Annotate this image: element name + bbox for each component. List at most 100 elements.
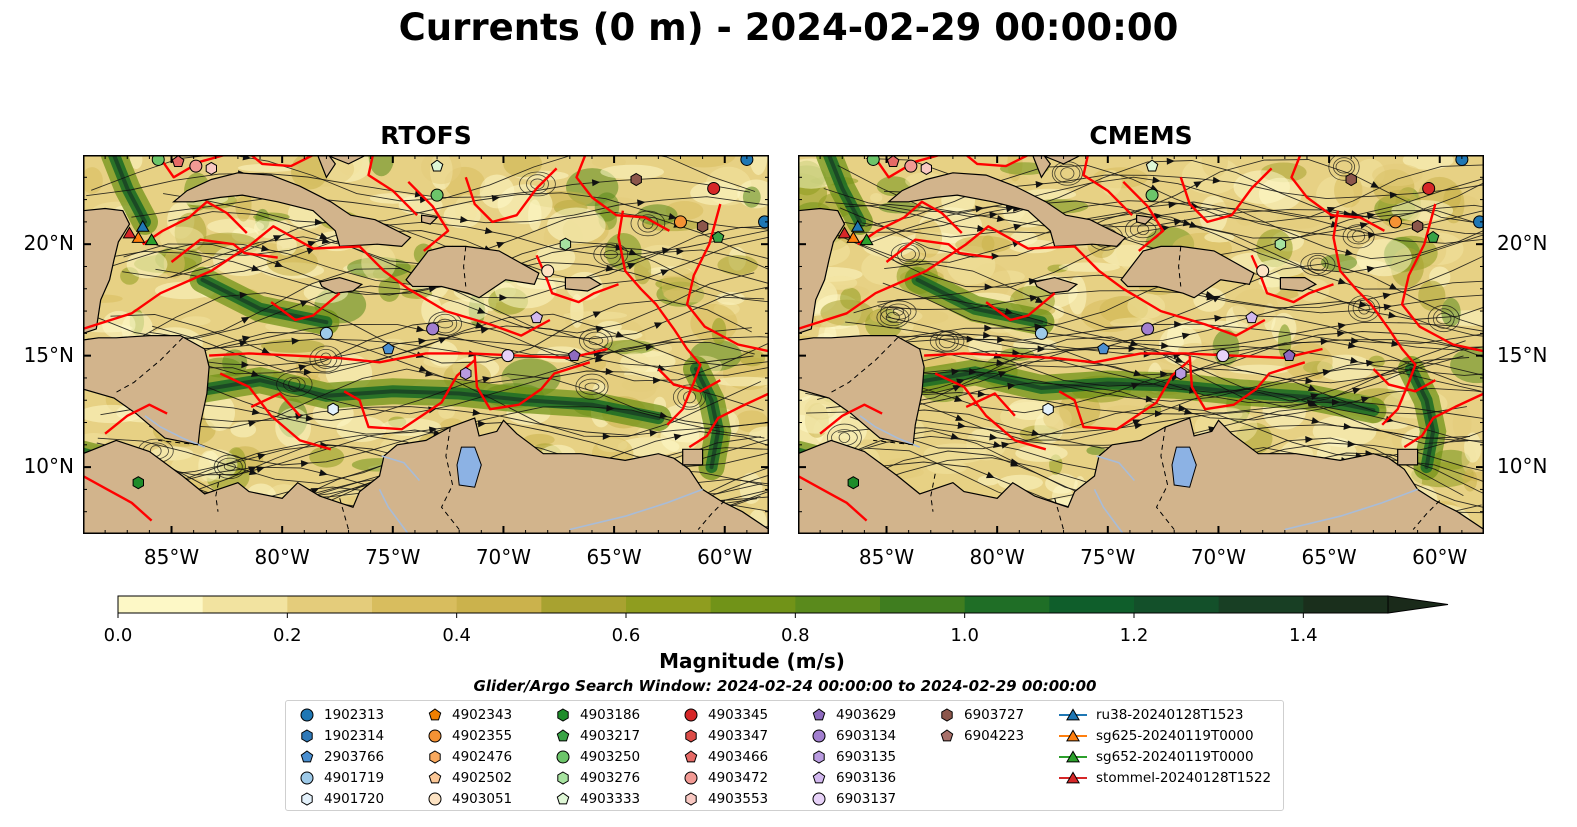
argo-float-marker: [673, 215, 687, 229]
argo-float-marker: [319, 326, 333, 340]
legend-label: 4903250: [580, 748, 641, 765]
legend-label: 4902343: [452, 706, 513, 723]
search-window-label: Glider/Argo Search Window: 2024-02-24 00…: [473, 677, 1097, 695]
argo-float-marker: [1411, 219, 1424, 233]
legend-glider-symbol: [1059, 728, 1087, 741]
legend-item: 4903472: [682, 767, 768, 788]
legend-label: 4903051: [452, 790, 513, 807]
legend-marker-symbol: [301, 728, 313, 743]
legend-item: 1902313: [298, 704, 384, 725]
colorbar-segment: [287, 596, 373, 613]
legend-label: 1902314: [324, 727, 385, 744]
legend-marker-symbol: [684, 771, 698, 784]
argo-float-marker: [460, 366, 472, 381]
legend-item: 2903766: [298, 746, 384, 767]
argo-float-marker: [1283, 348, 1296, 361]
legend-marker-symbol: [684, 749, 698, 762]
colorbar-segment: [372, 596, 458, 613]
legend-marker-symbol: [428, 792, 442, 805]
legend-item: 4903333: [554, 788, 640, 809]
argo-float-marker: [1141, 322, 1155, 336]
lake-maracaibo: [456, 446, 482, 488]
lat-tick-label-right: 10°N: [1497, 454, 1548, 479]
argo-float-marker: [1145, 159, 1159, 172]
rtofs-map: [83, 155, 769, 534]
colorbar-tick-label: 0.2: [273, 625, 302, 646]
argo-float-marker: [1274, 237, 1287, 251]
argo-float-marker: [171, 155, 185, 167]
colorbar-label: Magnitude (m/s): [659, 649, 845, 673]
colorbar-tick-label: 0.8: [781, 625, 810, 646]
argo-float-marker: [541, 264, 555, 278]
legend-marker-symbol: [557, 707, 569, 722]
colorbar-segment: [880, 596, 966, 613]
andros-island: [1031, 155, 1052, 179]
lake-maracaibo: [1171, 446, 1197, 488]
legend-label: 4903345: [708, 706, 769, 723]
legend-label: sg625-20240119T0000: [1096, 727, 1254, 744]
hispaniola: [1120, 245, 1255, 299]
legend-item: sg652-20240119T0000: [1058, 746, 1254, 767]
argo-float-marker: [904, 159, 918, 173]
glider-marker: [850, 219, 865, 232]
lat-tick-label-right: 15°N: [1497, 342, 1548, 367]
legend-item: 6903137: [810, 788, 896, 809]
legend-label: stommel-20240128T1522: [1096, 769, 1272, 786]
legend-marker-symbol: [428, 770, 442, 783]
argo-float-marker: [1256, 264, 1270, 278]
legend-item: sg625-20240119T0000: [1058, 725, 1254, 746]
trinidad: [682, 448, 704, 466]
central-america-northern: [798, 335, 925, 446]
argo-float-marker: [430, 188, 444, 202]
glider-marker: [859, 233, 874, 246]
legend-label: 4902355: [452, 727, 513, 744]
colorbar-segment: [1303, 596, 1389, 613]
panel-title-rtofs: RTOFS: [380, 121, 472, 150]
legend-marker-symbol: [812, 792, 826, 805]
legend-item: 4901719: [298, 767, 384, 788]
colorbar: 0.0 0.2 0.4 0.6 0.8 1.0 1.2 1.4: [104, 595, 1449, 646]
legend-item: 4903629: [810, 704, 896, 725]
argo-float-marker: [758, 215, 769, 229]
legend-marker-symbol: [556, 791, 570, 804]
legend-marker-symbol: [556, 728, 570, 741]
colorbar-tick-label: 0.6: [612, 625, 641, 646]
glider-marker: [144, 233, 159, 246]
bahamas-island: [326, 155, 367, 165]
colorbar-segment: [202, 596, 288, 613]
legend-glider-symbol: [1059, 770, 1087, 783]
inagua-island: [421, 214, 439, 225]
argo-float-marker: [1216, 349, 1230, 363]
colorbar-tick-label: 0.0: [104, 625, 133, 646]
legend-item: 4903553: [682, 788, 768, 809]
argo-float-marker: [568, 348, 581, 361]
legend-label: 4903186: [580, 706, 641, 723]
colorbar-tick-label: 1.2: [1120, 625, 1149, 646]
legend-label: 4903466: [708, 748, 769, 765]
argo-float-marker: [530, 311, 543, 324]
argo-float-marker: [740, 155, 754, 166]
legend-label: 6903137: [836, 790, 897, 807]
bahamas-island: [1041, 155, 1082, 165]
lon-tick-label: 65°W: [1301, 545, 1357, 569]
legend-label: sg652-20240119T0000: [1096, 748, 1254, 765]
lon-tick-label: 70°W: [1190, 545, 1247, 569]
legend-label: 6903136: [836, 769, 897, 786]
colorbar-segment: [1049, 596, 1135, 613]
cuba: [172, 172, 412, 248]
legend-item: 4903051: [426, 788, 512, 809]
legend-label: 4903629: [836, 706, 897, 723]
legend-marker-symbol: [684, 708, 698, 721]
lat-tick-label-left: 15°N: [23, 342, 74, 367]
argo-float-marker: [1042, 402, 1054, 416]
lon-tick-label: 75°W: [365, 545, 421, 569]
argo-float-marker: [1388, 215, 1402, 229]
legend-label: 4903347: [708, 727, 769, 744]
argo-float-marker: [205, 161, 217, 175]
legend-item: 4902343: [426, 704, 512, 725]
legend-item: 4903347: [682, 725, 768, 746]
lon-tick-label: 80°W: [254, 545, 310, 569]
legend-marker-symbol: [812, 707, 826, 720]
legend-item: 4902476: [426, 746, 512, 767]
colorbar-segment: [964, 596, 1050, 613]
